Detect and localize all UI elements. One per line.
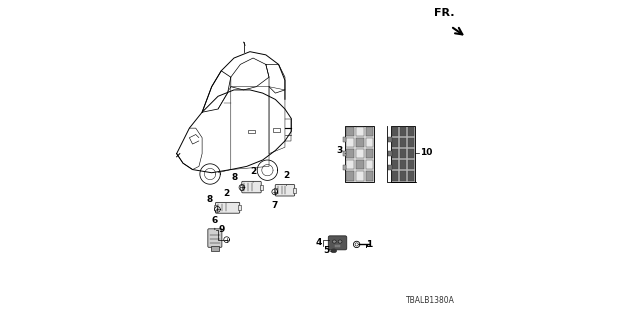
Text: 10: 10 bbox=[420, 148, 433, 157]
Text: 5: 5 bbox=[323, 246, 329, 255]
FancyBboxPatch shape bbox=[216, 202, 240, 213]
Bar bbox=[343, 151, 346, 156]
Bar bbox=[388, 137, 392, 142]
Bar bbox=[211, 246, 219, 251]
Bar bbox=[273, 128, 280, 132]
Bar bbox=[346, 126, 374, 181]
Bar bbox=[346, 149, 354, 158]
Bar bbox=[346, 160, 354, 169]
Bar bbox=[240, 185, 243, 190]
Bar bbox=[356, 127, 364, 136]
Bar bbox=[335, 245, 340, 247]
Bar bbox=[293, 188, 296, 193]
FancyBboxPatch shape bbox=[275, 185, 294, 196]
Ellipse shape bbox=[331, 249, 337, 253]
Bar bbox=[274, 188, 277, 193]
Ellipse shape bbox=[338, 240, 342, 243]
Bar bbox=[343, 137, 346, 142]
Bar bbox=[388, 151, 392, 156]
Bar bbox=[343, 165, 346, 170]
Bar bbox=[238, 205, 241, 210]
Text: 6: 6 bbox=[212, 216, 218, 230]
Text: 2: 2 bbox=[223, 189, 229, 203]
FancyBboxPatch shape bbox=[328, 236, 347, 250]
Bar bbox=[391, 126, 415, 181]
Bar bbox=[392, 149, 398, 158]
Bar bbox=[408, 160, 414, 169]
Text: 8: 8 bbox=[206, 195, 212, 204]
Bar bbox=[400, 138, 406, 147]
Bar bbox=[388, 165, 392, 170]
Bar bbox=[260, 185, 263, 190]
Text: 4: 4 bbox=[316, 238, 321, 247]
Text: FR.: FR. bbox=[434, 8, 454, 18]
Text: 8: 8 bbox=[232, 173, 237, 182]
Bar bbox=[365, 138, 373, 147]
Bar bbox=[365, 149, 373, 158]
FancyBboxPatch shape bbox=[242, 181, 261, 193]
Ellipse shape bbox=[332, 240, 336, 243]
Bar bbox=[356, 160, 364, 169]
Bar bbox=[400, 149, 406, 158]
Bar bbox=[356, 149, 364, 158]
Bar bbox=[365, 171, 373, 180]
Bar bbox=[392, 138, 398, 147]
Bar bbox=[392, 127, 398, 136]
Bar bbox=[214, 205, 217, 210]
Bar bbox=[365, 160, 373, 169]
Bar bbox=[400, 127, 406, 136]
Bar bbox=[392, 171, 398, 180]
Text: 1: 1 bbox=[366, 240, 372, 249]
Bar bbox=[248, 130, 255, 133]
Text: 9: 9 bbox=[219, 225, 225, 234]
Bar bbox=[346, 127, 354, 136]
Bar bbox=[408, 149, 414, 158]
Text: 2: 2 bbox=[284, 171, 290, 186]
Bar bbox=[346, 138, 354, 147]
Bar bbox=[365, 127, 373, 136]
Text: 2: 2 bbox=[250, 167, 256, 182]
Bar bbox=[408, 138, 414, 147]
Text: 3: 3 bbox=[336, 146, 346, 155]
Bar bbox=[392, 160, 398, 169]
Bar bbox=[356, 138, 364, 147]
FancyBboxPatch shape bbox=[208, 229, 222, 247]
Bar bbox=[408, 171, 414, 180]
Text: TBALB1380A: TBALB1380A bbox=[406, 296, 454, 305]
Bar bbox=[356, 171, 364, 180]
Bar bbox=[346, 171, 354, 180]
Bar bbox=[400, 160, 406, 169]
Bar bbox=[400, 171, 406, 180]
Text: 7: 7 bbox=[271, 201, 278, 211]
Bar bbox=[408, 127, 414, 136]
